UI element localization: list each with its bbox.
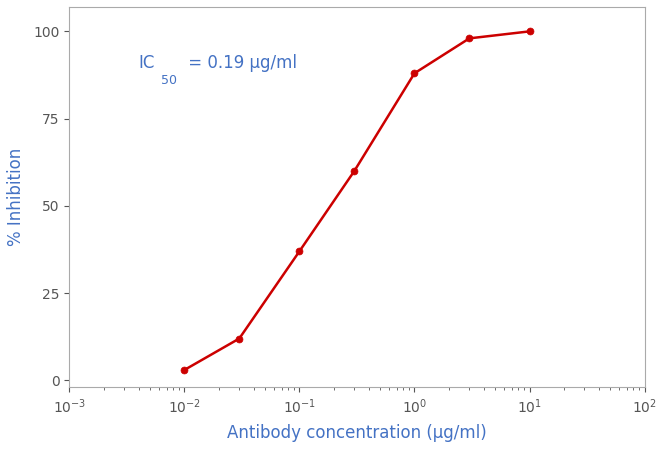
Text: 50: 50 — [161, 74, 177, 87]
Text: = 0.19 μg/ml: = 0.19 μg/ml — [183, 54, 297, 72]
Text: IC: IC — [138, 54, 155, 72]
X-axis label: Antibody concentration (μg/ml): Antibody concentration (μg/ml) — [227, 424, 487, 442]
Y-axis label: % Inhibition: % Inhibition — [7, 148, 25, 247]
